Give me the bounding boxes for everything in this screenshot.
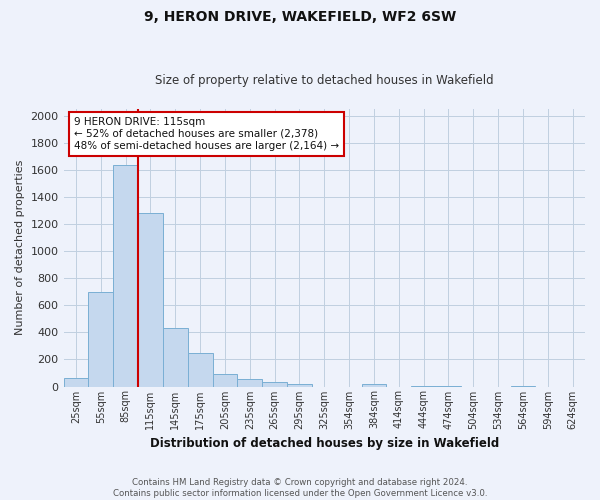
Bar [64, 378, 88, 386]
Text: 9 HERON DRIVE: 115sqm
← 52% of detached houses are smaller (2,378)
48% of semi-d: 9 HERON DRIVE: 115sqm ← 52% of detached … [74, 118, 339, 150]
Y-axis label: Number of detached properties: Number of detached properties [15, 160, 25, 336]
Title: Size of property relative to detached houses in Wakefield: Size of property relative to detached ho… [155, 74, 494, 87]
Bar [163, 328, 188, 386]
Bar [188, 352, 212, 386]
Bar [262, 382, 287, 386]
Bar [212, 374, 238, 386]
Bar [362, 384, 386, 386]
Text: Contains HM Land Registry data © Crown copyright and database right 2024.
Contai: Contains HM Land Registry data © Crown c… [113, 478, 487, 498]
Bar [238, 379, 262, 386]
Bar [287, 384, 312, 386]
X-axis label: Distribution of detached houses by size in Wakefield: Distribution of detached houses by size … [149, 437, 499, 450]
Text: 9, HERON DRIVE, WAKEFIELD, WF2 6SW: 9, HERON DRIVE, WAKEFIELD, WF2 6SW [144, 10, 456, 24]
Bar [113, 165, 138, 386]
Bar [138, 213, 163, 386]
Bar [88, 292, 113, 386]
